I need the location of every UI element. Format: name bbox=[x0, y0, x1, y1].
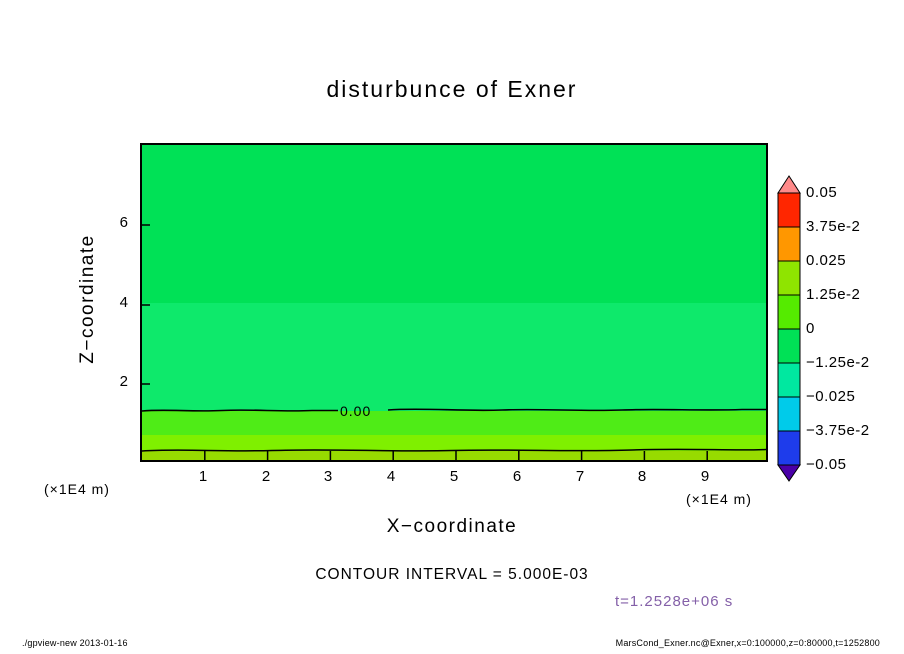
time-label: t=1.2528e+06 s bbox=[615, 593, 734, 610]
colorbar-tick-label: 0.05 bbox=[806, 184, 838, 201]
colorbar-segment bbox=[777, 294, 801, 330]
x-tick-label: 3 bbox=[323, 468, 333, 485]
footer-program-info: ./gpview-new 2013-01-16 bbox=[22, 638, 128, 648]
colorbar-tick-label: −0.025 bbox=[806, 388, 856, 405]
x-axis-label: X−coordinate bbox=[386, 516, 518, 537]
z-axis-unit-label: (×1E4 m) bbox=[44, 481, 110, 497]
contour-interval-text: CONTOUR INTERVAL = 5.000E-03 bbox=[315, 566, 589, 583]
colorbar-segment bbox=[777, 192, 801, 228]
colorbar-tick-label: −3.75e-2 bbox=[806, 422, 870, 439]
x-tick-label: 4 bbox=[386, 468, 396, 485]
colorbar-tick-label: 1.25e-2 bbox=[806, 286, 861, 303]
contour-line-zero-right bbox=[387, 408, 766, 412]
x-tick-label: 6 bbox=[512, 468, 522, 485]
colorbar-segment bbox=[777, 396, 801, 432]
plot-area: 0.00 bbox=[140, 143, 768, 462]
contour-line-lower bbox=[142, 448, 766, 452]
field-band-middle bbox=[142, 303, 766, 411]
colorbar bbox=[777, 175, 801, 482]
field-band-upper bbox=[142, 145, 766, 303]
contour-and-ticks-layer bbox=[142, 224, 766, 460]
x-axis-unit-label: (×1E4 m) bbox=[686, 491, 752, 507]
z-tick-label: 2 bbox=[119, 373, 128, 390]
colorbar-tick-label: 0.025 bbox=[806, 252, 847, 269]
colorbar-segment bbox=[777, 226, 801, 262]
contour-zero-value-label: 0.00 bbox=[340, 403, 372, 419]
colorbar-segment bbox=[777, 260, 801, 296]
contour-line-zero-left bbox=[142, 409, 338, 412]
x-tick-label: 1 bbox=[198, 468, 208, 485]
z-axis-label: Z−coordinate bbox=[77, 234, 98, 364]
x-tick-label: 5 bbox=[449, 468, 459, 485]
x-tick-label: 2 bbox=[261, 468, 271, 485]
colorbar-tick-label: −0.05 bbox=[806, 456, 847, 473]
colorbar-under-triangle bbox=[777, 464, 801, 482]
colorbar-tick-label: 3.75e-2 bbox=[806, 218, 861, 235]
x-axis-tick-marks bbox=[204, 451, 708, 460]
colorbar-segment bbox=[777, 362, 801, 398]
field-band-bright bbox=[142, 435, 766, 451]
colorbar-segment bbox=[777, 328, 801, 364]
colorbar-tick-label: 0 bbox=[806, 320, 815, 337]
z-tick-label: 6 bbox=[119, 214, 128, 231]
colorbar-over-triangle bbox=[777, 175, 801, 194]
footer-file-info: MarsCond_Exner.nc@Exner,x=0:100000,z=0:8… bbox=[615, 638, 880, 648]
x-tick-label: 8 bbox=[637, 468, 647, 485]
x-tick-label: 9 bbox=[700, 468, 710, 485]
z-axis-tick-marks bbox=[142, 224, 150, 385]
colorbar-segment bbox=[777, 430, 801, 466]
plot-title: disturbunce of Exner bbox=[326, 76, 578, 102]
colorbar-tick-label: −1.25e-2 bbox=[806, 354, 870, 371]
x-tick-label: 7 bbox=[575, 468, 585, 485]
z-tick-label: 4 bbox=[119, 294, 128, 311]
field-band-low bbox=[142, 411, 766, 435]
field-band-bottom bbox=[142, 451, 766, 460]
